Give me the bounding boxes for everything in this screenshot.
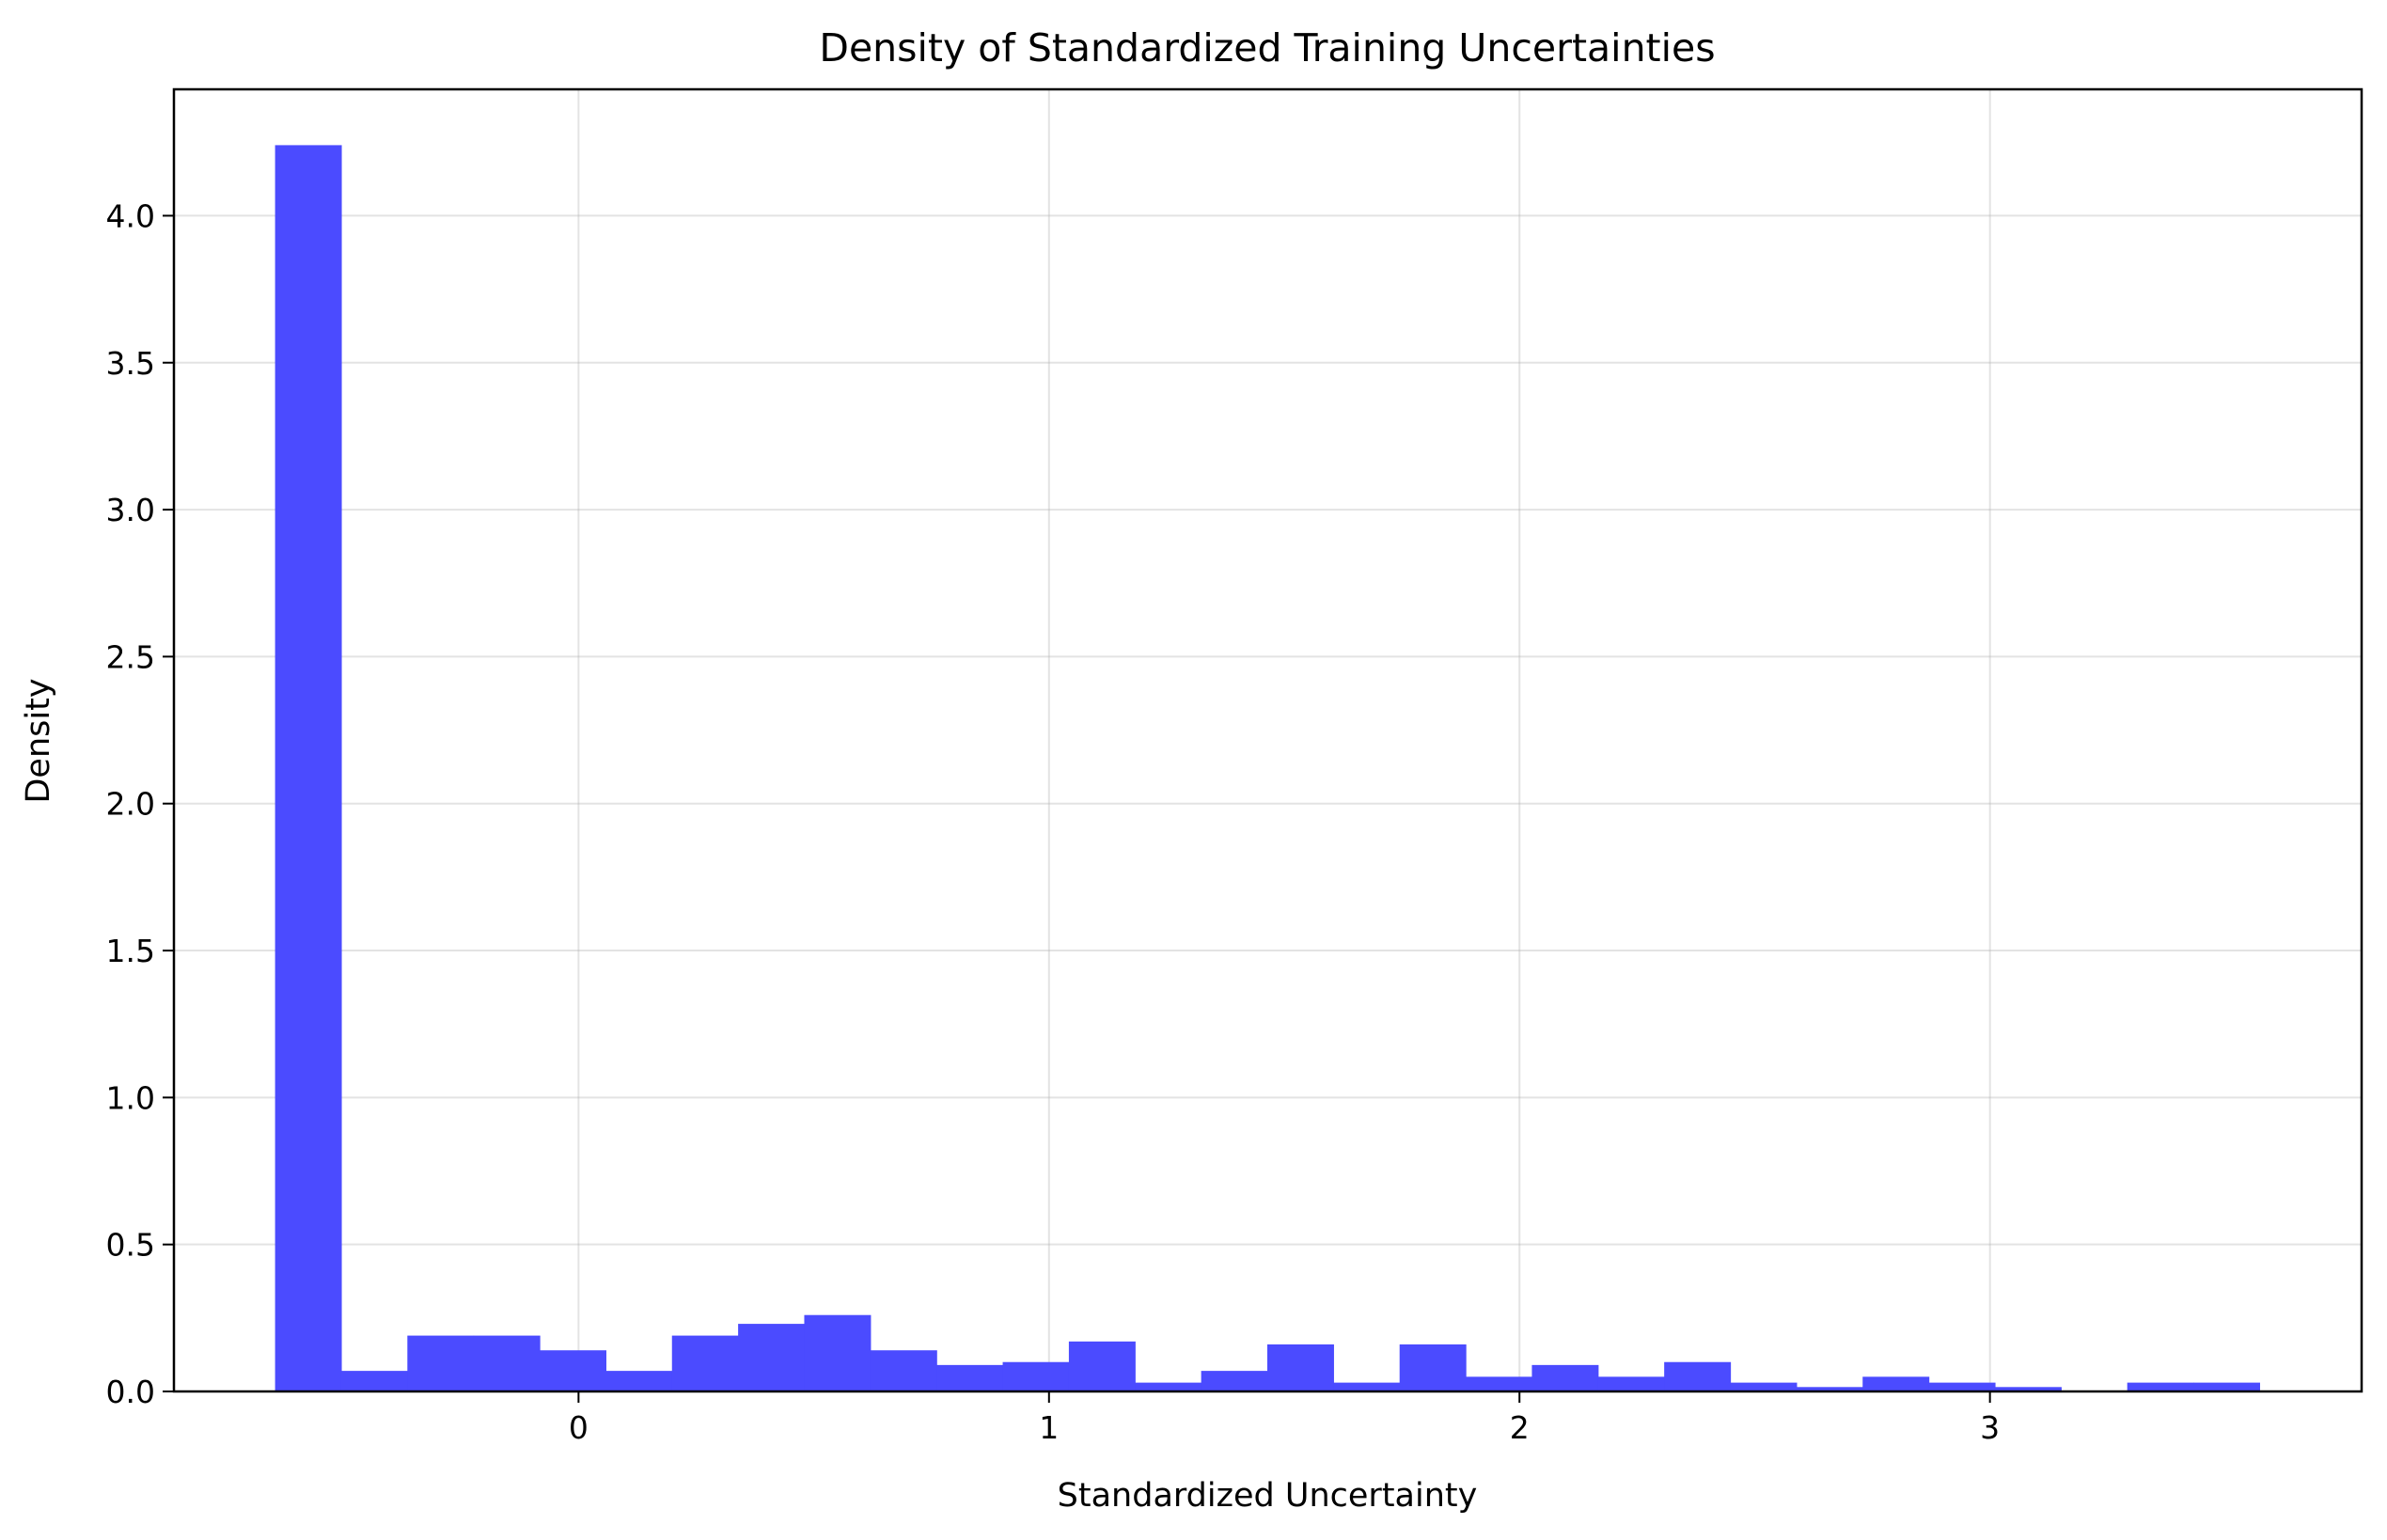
x-tick-label: 2 — [1510, 1409, 1530, 1446]
histogram-bar — [1531, 1364, 1599, 1391]
y-tick-label: 1.5 — [106, 933, 155, 969]
x-axis-label: Standardized Uncertainty — [1058, 1477, 1478, 1515]
histogram-bar — [2193, 1382, 2261, 1391]
y-tick-label: 1.0 — [106, 1079, 155, 1116]
x-tick-label: 1 — [1039, 1409, 1059, 1446]
histogram-bar — [1266, 1344, 1334, 1391]
y-tick-label: 3.0 — [106, 492, 155, 528]
histogram-bar — [1994, 1387, 2062, 1391]
histogram-bar — [540, 1350, 606, 1391]
histogram-bar — [1201, 1371, 1268, 1391]
histogram-bar — [1068, 1341, 1136, 1391]
histogram-bar — [1796, 1387, 1863, 1391]
x-tick-label: 0 — [569, 1409, 589, 1446]
histogram-bar — [1333, 1382, 1401, 1391]
y-tick-label: 0.0 — [106, 1374, 155, 1410]
histogram-bar — [671, 1335, 739, 1391]
histogram-bar — [870, 1350, 937, 1391]
histogram-bar — [738, 1324, 806, 1391]
histogram-bar — [275, 145, 342, 1391]
histogram-bar — [936, 1364, 1004, 1391]
y-tick-label: 2.0 — [106, 786, 155, 823]
histogram-bars — [275, 145, 2261, 1391]
chart-title: Density of Standardized Training Uncerta… — [819, 25, 1715, 71]
histogram-bar — [1928, 1382, 1996, 1391]
histogram-bar — [804, 1314, 872, 1391]
histogram-bar — [1135, 1382, 1202, 1391]
histogram-bar — [2127, 1382, 2194, 1391]
histogram-bar — [1664, 1361, 1732, 1391]
histogram-bar — [1862, 1376, 1930, 1391]
histogram-bar — [605, 1371, 673, 1391]
histogram-bar — [1730, 1382, 1798, 1391]
y-tick-label: 0.5 — [106, 1227, 155, 1264]
y-tick-label: 3.5 — [106, 345, 155, 382]
y-tick-label: 2.5 — [106, 638, 155, 675]
plot-frame — [172, 87, 2363, 1393]
y-axis-label: Density — [20, 678, 57, 803]
histogram-bar — [1466, 1376, 1533, 1391]
histogram-bar — [407, 1335, 475, 1391]
x-axis-ticks: 0 1 2 3 — [569, 1391, 2000, 1446]
y-axis-ticks: 0.0 0.5 1.0 1.5 2.0 2.5 3.0 3.5 4.0 — [106, 197, 174, 1410]
histogram-bar — [1002, 1361, 1070, 1391]
x-tick-label: 3 — [1980, 1409, 2000, 1446]
histogram-bar — [473, 1335, 541, 1391]
histogram-bar — [340, 1371, 408, 1391]
histogram-bar — [1399, 1344, 1467, 1391]
y-tick-label: 4.0 — [106, 197, 155, 234]
histogram-bar — [1597, 1376, 1665, 1391]
